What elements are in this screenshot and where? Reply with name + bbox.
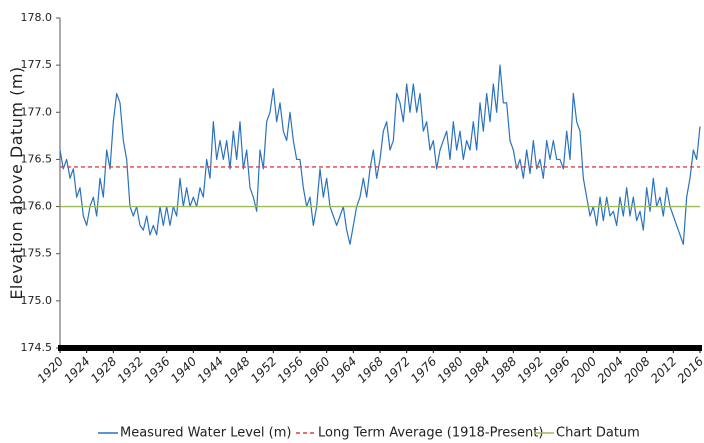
y-axis-label: Elevation above Datum (m) bbox=[7, 66, 26, 299]
legend-label: Measured Water Level (m) bbox=[120, 426, 291, 441]
x-tick-label: 1960 bbox=[301, 354, 333, 386]
legend-label: Chart Datum bbox=[556, 426, 640, 441]
x-tick-label: 1984 bbox=[461, 354, 492, 385]
x-tick-label: 1988 bbox=[488, 354, 520, 386]
x-tick-label: 1996 bbox=[541, 354, 573, 386]
x-tick-label: 2016 bbox=[675, 354, 704, 386]
y-tick-label: 175.5 bbox=[21, 247, 53, 260]
y-tick-label: 175.0 bbox=[21, 294, 53, 307]
x-tick-label: 1956 bbox=[275, 354, 307, 386]
x-tick-label: 1928 bbox=[88, 354, 120, 386]
x-tick-label: 1948 bbox=[221, 354, 253, 386]
series-line bbox=[59, 64, 701, 245]
x-tick-label: 2008 bbox=[621, 354, 653, 386]
y-tick-label: 176.0 bbox=[21, 200, 53, 213]
y-tick-label: 174.5 bbox=[21, 341, 53, 354]
x-tick-label: 1972 bbox=[381, 354, 412, 385]
x-tick-label: 1944 bbox=[195, 354, 226, 385]
x-tick-label: 2012 bbox=[648, 354, 679, 385]
x-tick-label: 1936 bbox=[141, 354, 173, 386]
x-tick-label: 1924 bbox=[61, 354, 92, 385]
y-tick-label: 178.0 bbox=[21, 11, 53, 24]
y-tick-label: 177.0 bbox=[21, 105, 53, 118]
y-tick-label: 177.5 bbox=[21, 58, 53, 71]
x-tick-label: 2000 bbox=[568, 354, 600, 386]
x-tick-label: 1992 bbox=[515, 354, 546, 385]
x-tick-label: 1940 bbox=[168, 354, 200, 386]
x-tick-label: 1932 bbox=[115, 354, 146, 385]
y-tick-label: 176.5 bbox=[21, 152, 53, 165]
x-tick-label: 2004 bbox=[595, 354, 626, 385]
x-tick-label: 1980 bbox=[435, 354, 467, 386]
x-tick-label: 1920 bbox=[35, 354, 67, 386]
x-tick-label: 1952 bbox=[248, 354, 279, 385]
x-tick-label: 1964 bbox=[328, 354, 359, 385]
x-tick-label: 1968 bbox=[355, 354, 387, 386]
legend-label: Long Term Average (1918-Present) bbox=[318, 426, 543, 441]
x-tick-label: 1976 bbox=[408, 354, 440, 386]
